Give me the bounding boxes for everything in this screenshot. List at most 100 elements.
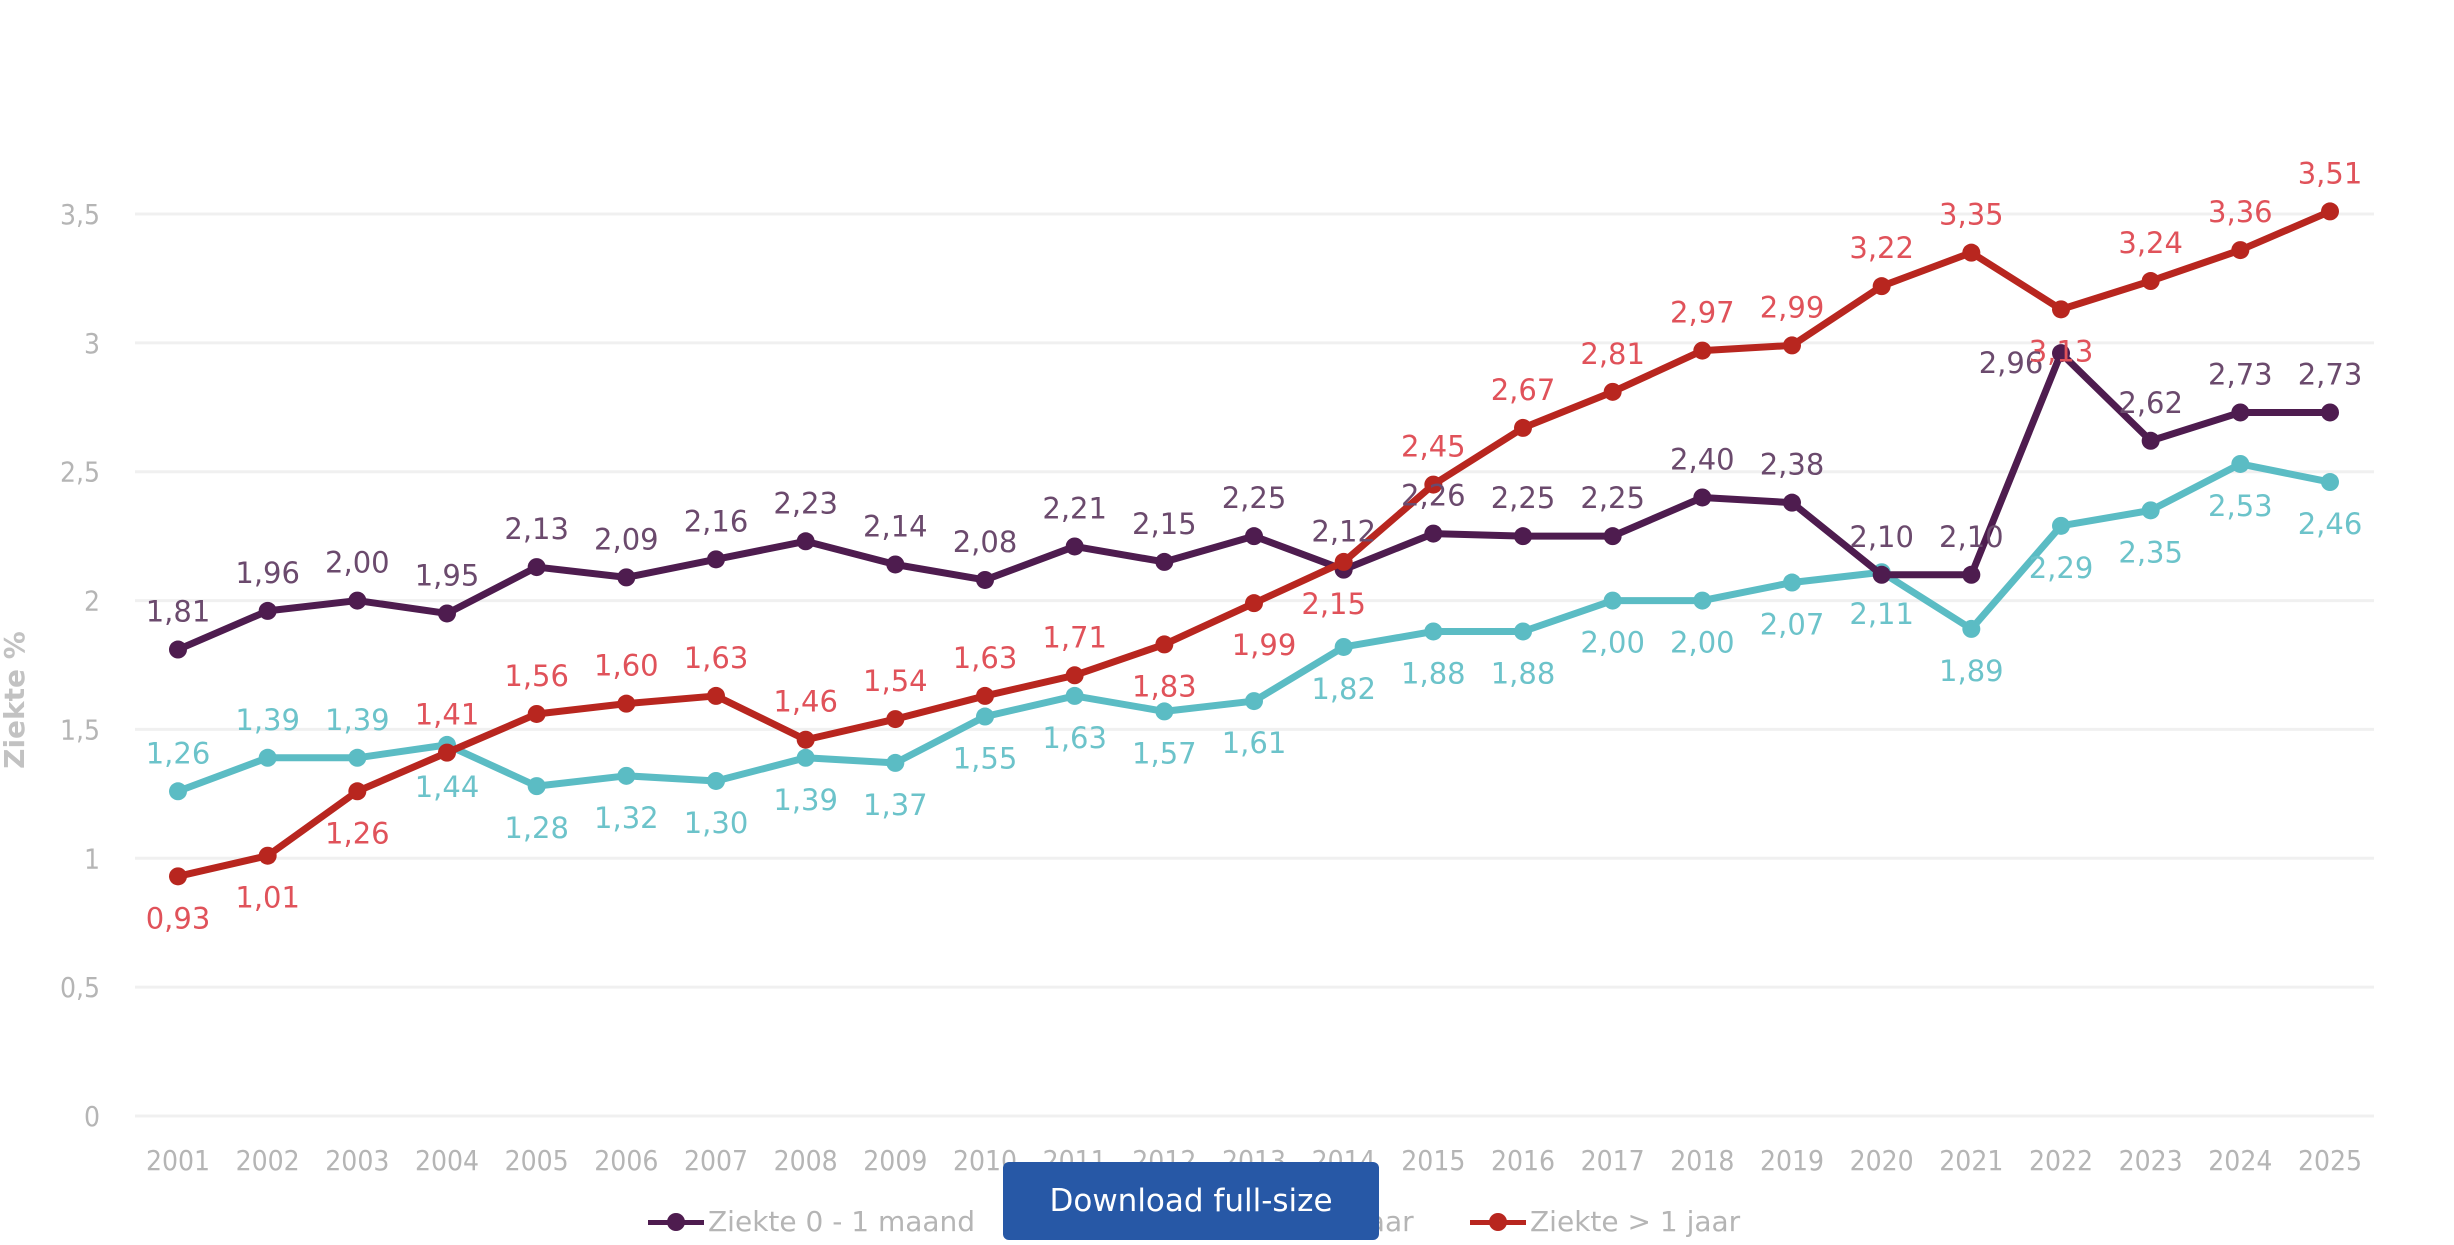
data-point-ziekte-1-maand-1-jaar[interactable]	[1783, 573, 1801, 592]
data-point-ziekte-1-maand-1-jaar[interactable]	[348, 748, 367, 767]
data-point-ziekte-1-maand-1-jaar[interactable]	[1334, 637, 1353, 656]
data-label-ziekte-1-maand-1-jaar: 1,44	[415, 770, 480, 804]
data-point-ziekte-1-maand-1-jaar[interactable]	[1693, 591, 1712, 610]
data-point-ziekte-0-1-maand[interactable]	[1424, 524, 1443, 543]
legend-marker-dot	[667, 1212, 685, 1231]
data-point-ziekte-1-maand-1-jaar[interactable]	[1245, 692, 1263, 711]
data-point-ziekte-0-1-maand[interactable]	[2321, 403, 2339, 422]
data-label-ziekte-1-maand-1-jaar: 2,07	[1760, 608, 1825, 642]
data-point-ziekte-0-1-maand[interactable]	[348, 591, 367, 610]
data-label-ziekte-0-1-maand: 2,16	[684, 504, 749, 538]
data-point-ziekte-1-jaar[interactable]	[2141, 272, 2160, 291]
data-point-ziekte-1-jaar[interactable]	[2321, 202, 2339, 221]
data-point-ziekte-1-maand-1-jaar[interactable]	[1155, 702, 1174, 721]
data-label-ziekte-0-1-maand: 2,14	[863, 509, 928, 543]
data-point-ziekte-1-maand-1-jaar[interactable]	[2052, 516, 2070, 535]
data-point-ziekte-1-maand-1-jaar[interactable]	[169, 782, 187, 801]
data-point-ziekte-1-jaar[interactable]	[258, 846, 277, 865]
data-point-ziekte-1-maand-1-jaar[interactable]	[258, 748, 277, 767]
data-label-ziekte-1-jaar: 1,63	[953, 641, 1018, 675]
data-point-ziekte-1-jaar[interactable]	[1603, 382, 1622, 401]
data-point-ziekte-1-jaar[interactable]	[707, 686, 725, 705]
legend-item-0-1-maand[interactable]: Ziekte 0 - 1 maand	[648, 1205, 975, 1238]
x-tick-label: 2020	[1850, 1144, 1914, 1177]
data-point-ziekte-1-jaar[interactable]	[1155, 635, 1174, 654]
data-label-ziekte-1-maand-1-jaar: 2,29	[2029, 551, 2094, 585]
data-point-ziekte-1-jaar[interactable]	[2052, 300, 2070, 319]
data-point-ziekte-1-maand-1-jaar[interactable]	[1603, 591, 1622, 610]
data-point-ziekte-1-jaar[interactable]	[1424, 475, 1443, 494]
data-point-ziekte-0-1-maand[interactable]	[527, 558, 546, 577]
data-point-ziekte-0-1-maand[interactable]	[1245, 527, 1263, 546]
data-point-ziekte-1-jaar[interactable]	[1962, 243, 1981, 262]
data-point-ziekte-1-jaar[interactable]	[1065, 666, 1084, 685]
data-point-ziekte-1-jaar[interactable]	[2231, 241, 2250, 260]
data-point-ziekte-0-1-maand[interactable]	[169, 640, 187, 659]
data-point-ziekte-1-jaar[interactable]	[1693, 341, 1712, 360]
x-tick-label: 2004	[415, 1144, 479, 1177]
data-point-ziekte-1-jaar[interactable]	[1245, 594, 1263, 613]
data-label-ziekte-0-1-maand: 2,10	[1849, 520, 1914, 554]
data-point-ziekte-1-maand-1-jaar[interactable]	[796, 748, 815, 767]
data-point-ziekte-0-1-maand[interactable]	[707, 550, 725, 569]
data-point-ziekte-1-jaar[interactable]	[1514, 418, 1532, 437]
data-point-ziekte-1-maand-1-jaar[interactable]	[2231, 454, 2250, 473]
data-point-ziekte-1-jaar[interactable]	[976, 686, 994, 705]
data-label-ziekte-1-maand-1-jaar: 1,57	[1132, 736, 1197, 770]
data-point-ziekte-1-maand-1-jaar[interactable]	[976, 707, 994, 726]
data-point-ziekte-1-jaar[interactable]	[348, 782, 367, 801]
data-label-ziekte-1-jaar: 1,41	[415, 698, 480, 732]
data-point-ziekte-0-1-maand[interactable]	[1962, 565, 1981, 584]
data-label-ziekte-1-maand-1-jaar: 1,82	[1311, 672, 1376, 706]
data-point-ziekte-0-1-maand[interactable]	[796, 532, 815, 551]
data-label-ziekte-1-jaar: 2,67	[1491, 373, 1556, 407]
data-point-ziekte-1-maand-1-jaar[interactable]	[886, 753, 905, 772]
data-point-ziekte-0-1-maand[interactable]	[1065, 537, 1084, 556]
data-labels-layer: 1,26 1,39 1,39 1,44 1,28 1,32 1,30 1,39 1,37 1,55…	[146, 156, 2363, 935]
data-point-ziekte-0-1-maand[interactable]	[2052, 344, 2070, 363]
x-tick-label: 2006	[594, 1144, 658, 1177]
data-point-ziekte-1-jaar[interactable]	[1334, 552, 1353, 571]
data-point-ziekte-1-jaar[interactable]	[527, 704, 546, 723]
data-point-ziekte-1-maand-1-jaar[interactable]	[617, 766, 636, 785]
data-point-ziekte-1-jaar[interactable]	[438, 743, 456, 762]
data-point-ziekte-1-maand-1-jaar[interactable]	[2141, 501, 2160, 520]
data-point-ziekte-1-maand-1-jaar[interactable]	[1514, 622, 1532, 641]
data-point-ziekte-0-1-maand[interactable]	[886, 555, 905, 574]
data-point-ziekte-0-1-maand[interactable]	[1514, 527, 1532, 546]
data-point-ziekte-0-1-maand[interactable]	[2141, 431, 2160, 450]
data-point-ziekte-1-maand-1-jaar[interactable]	[1962, 619, 1981, 638]
data-point-ziekte-0-1-maand[interactable]	[1872, 565, 1891, 584]
data-label-ziekte-1-maand-1-jaar: 1,88	[1401, 656, 1466, 690]
data-label-ziekte-1-maand-1-jaar: 1,39	[325, 703, 390, 737]
data-point-ziekte-0-1-maand[interactable]	[2231, 403, 2250, 422]
data-point-ziekte-1-jaar[interactable]	[796, 730, 815, 749]
data-label-ziekte-1-jaar: 3,24	[2118, 226, 2183, 260]
data-point-ziekte-1-jaar[interactable]	[886, 710, 905, 729]
data-label-ziekte-1-jaar: 2,15	[1301, 587, 1366, 621]
data-point-ziekte-1-maand-1-jaar[interactable]	[1065, 686, 1084, 705]
data-point-ziekte-0-1-maand[interactable]	[976, 570, 994, 589]
data-label-ziekte-1-maand-1-jaar: 2,46	[2298, 507, 2363, 541]
data-point-ziekte-0-1-maand[interactable]	[617, 568, 636, 587]
data-point-ziekte-0-1-maand[interactable]	[1603, 527, 1622, 546]
data-point-ziekte-1-maand-1-jaar[interactable]	[707, 771, 725, 790]
data-point-ziekte-0-1-maand[interactable]	[1783, 493, 1801, 512]
data-point-ziekte-1-maand-1-jaar[interactable]	[1424, 622, 1443, 641]
data-point-ziekte-1-maand-1-jaar[interactable]	[2321, 473, 2339, 492]
data-label-ziekte-0-1-maand: 2,62	[2118, 386, 2183, 420]
data-point-ziekte-1-jaar[interactable]	[169, 867, 187, 886]
data-point-ziekte-0-1-maand[interactable]	[1693, 488, 1712, 507]
data-point-ziekte-1-maand-1-jaar[interactable]	[527, 777, 546, 796]
data-point-ziekte-0-1-maand[interactable]	[1155, 552, 1174, 571]
data-point-ziekte-1-jaar[interactable]	[617, 694, 636, 713]
data-point-ziekte-1-jaar[interactable]	[1783, 336, 1801, 355]
data-point-ziekte-1-jaar[interactable]	[1872, 277, 1891, 296]
x-tick-label: 2021	[1939, 1144, 2003, 1177]
download-full-size-button[interactable]: Download full-size	[1003, 1162, 1379, 1240]
data-point-ziekte-0-1-maand[interactable]	[438, 604, 456, 623]
legend-item-1-jaar[interactable]: Ziekte > 1 jaar	[1470, 1205, 1740, 1238]
data-point-ziekte-0-1-maand[interactable]	[258, 601, 277, 620]
y-axis-label: Ziekte %	[0, 631, 31, 769]
